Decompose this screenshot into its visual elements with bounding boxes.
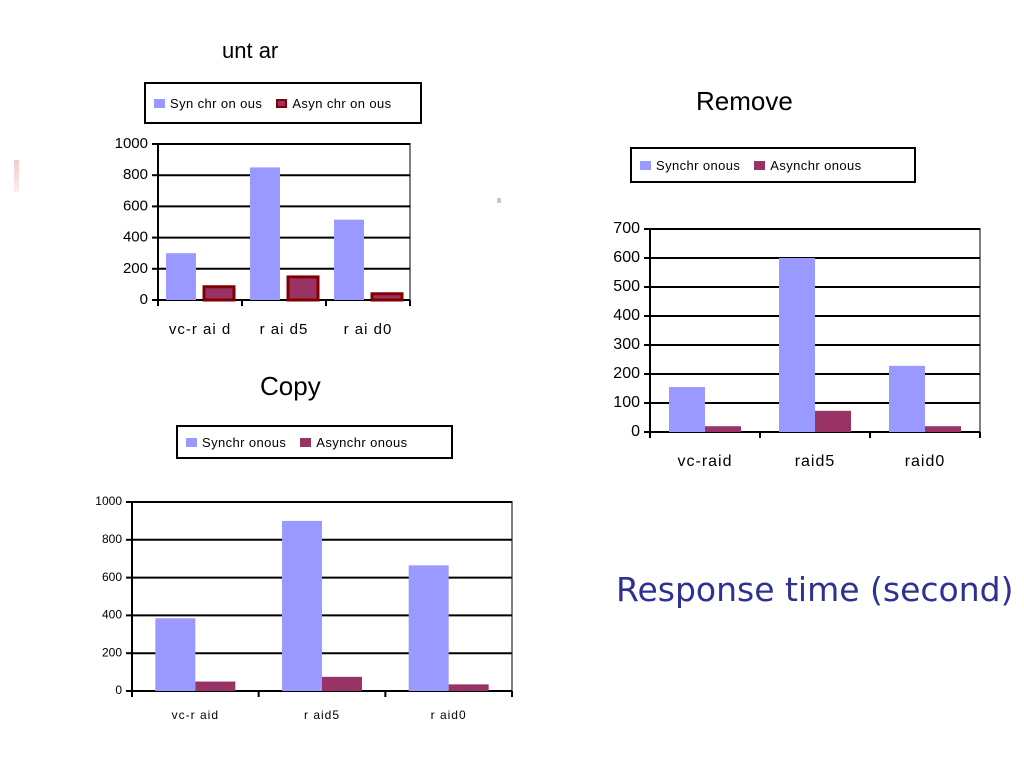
- chart-copy: 0 200 400 600 800 1000 vc-r aid r aid5 r aid0: [95, 494, 513, 722]
- y-tick-label: 500: [613, 278, 640, 295]
- y-tick-label: 1000: [95, 494, 122, 508]
- legend-item-asynchronous: Asyn chr on ous: [276, 96, 391, 111]
- bar-asynchronous: [705, 426, 741, 432]
- bar-asynchronous: [815, 410, 851, 432]
- y-tick-label: 300: [613, 336, 640, 353]
- bar-synchronous: [282, 520, 322, 691]
- y-tick-label: 400: [123, 229, 148, 246]
- y-tick-label: 800: [123, 166, 148, 183]
- bar-synchronous: [155, 618, 196, 691]
- chart-remove: 0 100 200 300 400 500 600 700 vc-raid raid5 raid0: [613, 220, 981, 470]
- legend-copy: Synchr onous Asynchr onous: [176, 425, 453, 459]
- legend-untar: Syn chr on ous Asyn chr on ous: [144, 82, 422, 124]
- y-tick-label: 0: [140, 291, 148, 308]
- legend-item-asynchronous: Asynchr onous: [754, 158, 861, 173]
- y-tick-label: 600: [613, 249, 640, 266]
- legend-swatch-synchronous: [640, 160, 651, 170]
- y-tick-label: 800: [102, 532, 122, 546]
- legend-swatch-synchronous: [154, 98, 165, 108]
- y-tick-label: 200: [613, 365, 640, 382]
- bar-synchronous: [250, 167, 280, 300]
- legend-swatch-asynchronous: [276, 98, 288, 108]
- legend-item-synchronous: Synchr onous: [640, 158, 740, 173]
- bar-asynchronous: [202, 285, 236, 302]
- legend-label-synchronous: Synchr onous: [656, 157, 741, 173]
- legend-label-synchronous: Synchr onous: [202, 434, 287, 450]
- chart-title-untar: unt ar: [222, 38, 279, 63]
- y-tick-label: 400: [613, 307, 640, 324]
- legend-label-asynchronous: Asyn chr on ous: [292, 95, 392, 111]
- bar-synchronous: [408, 565, 449, 691]
- legend-label-asynchronous: Asynchr onous: [316, 434, 408, 450]
- bar-synchronous: [334, 219, 364, 300]
- bar-synchronous: [669, 387, 705, 432]
- y-tick-label: 600: [102, 570, 122, 584]
- legend-swatch-asynchronous: [754, 160, 766, 170]
- chart-title-copy: Copy: [260, 371, 321, 401]
- y-tick-label: 0: [631, 423, 640, 440]
- x-tick-label: r ai d5: [260, 321, 309, 338]
- response-time-caption: Response time (second): [616, 570, 1014, 609]
- chart-title-remove: Remove: [696, 86, 793, 116]
- bar-asynchronous: [322, 676, 362, 691]
- plot-area: [157, 143, 411, 301]
- y-tick-label: 1000: [115, 135, 148, 152]
- bar-asynchronous: [448, 684, 489, 691]
- bar-asynchronous: [195, 681, 236, 691]
- legend-swatch-synchronous: [186, 437, 197, 447]
- bar-synchronous: [779, 258, 815, 432]
- y-tick-label: 700: [613, 220, 640, 237]
- legend-item-synchronous: Synchr onous: [186, 435, 286, 450]
- decorative-bar: [14, 160, 19, 192]
- y-tick-label: 0: [115, 683, 122, 697]
- x-tick-label: raid5: [795, 453, 836, 470]
- x-tick-label: r aid0: [431, 708, 467, 722]
- bar-asynchronous: [370, 292, 404, 302]
- x-tick-label: vc-raid: [677, 453, 732, 470]
- legend-item-synchronous: Syn chr on ous: [154, 96, 262, 111]
- y-tick-label: 600: [123, 197, 148, 214]
- bar-asynchronous: [925, 426, 961, 432]
- bar-synchronous: [889, 365, 925, 432]
- decorative-dot: [497, 198, 501, 203]
- chart-untar: 0 200 400 600 800 1000 vc-r ai d r ai d5 r ai d0: [115, 135, 411, 338]
- bar-asynchronous: [286, 275, 320, 302]
- legend-swatch-asynchronous: [300, 437, 312, 447]
- y-tick-label: 200: [102, 645, 122, 659]
- bar-synchronous: [166, 253, 196, 300]
- x-tick-label: vc-r aid: [172, 708, 219, 722]
- x-tick-label: r ai d0: [344, 321, 393, 338]
- x-tick-label: raid0: [905, 453, 946, 470]
- y-tick-label: 400: [102, 608, 122, 622]
- y-tick-label: 100: [613, 394, 640, 411]
- x-tick-label: vc-r ai d: [169, 321, 231, 338]
- legend-label-synchronous: Syn chr on ous: [170, 95, 263, 111]
- x-tick-label: r aid5: [304, 708, 340, 722]
- legend-item-asynchronous: Asynchr onous: [300, 435, 407, 450]
- legend-remove: Synchr onous Asynchr onous: [630, 147, 916, 183]
- y-tick-label: 200: [123, 260, 148, 277]
- legend-label-asynchronous: Asynchr onous: [770, 157, 862, 173]
